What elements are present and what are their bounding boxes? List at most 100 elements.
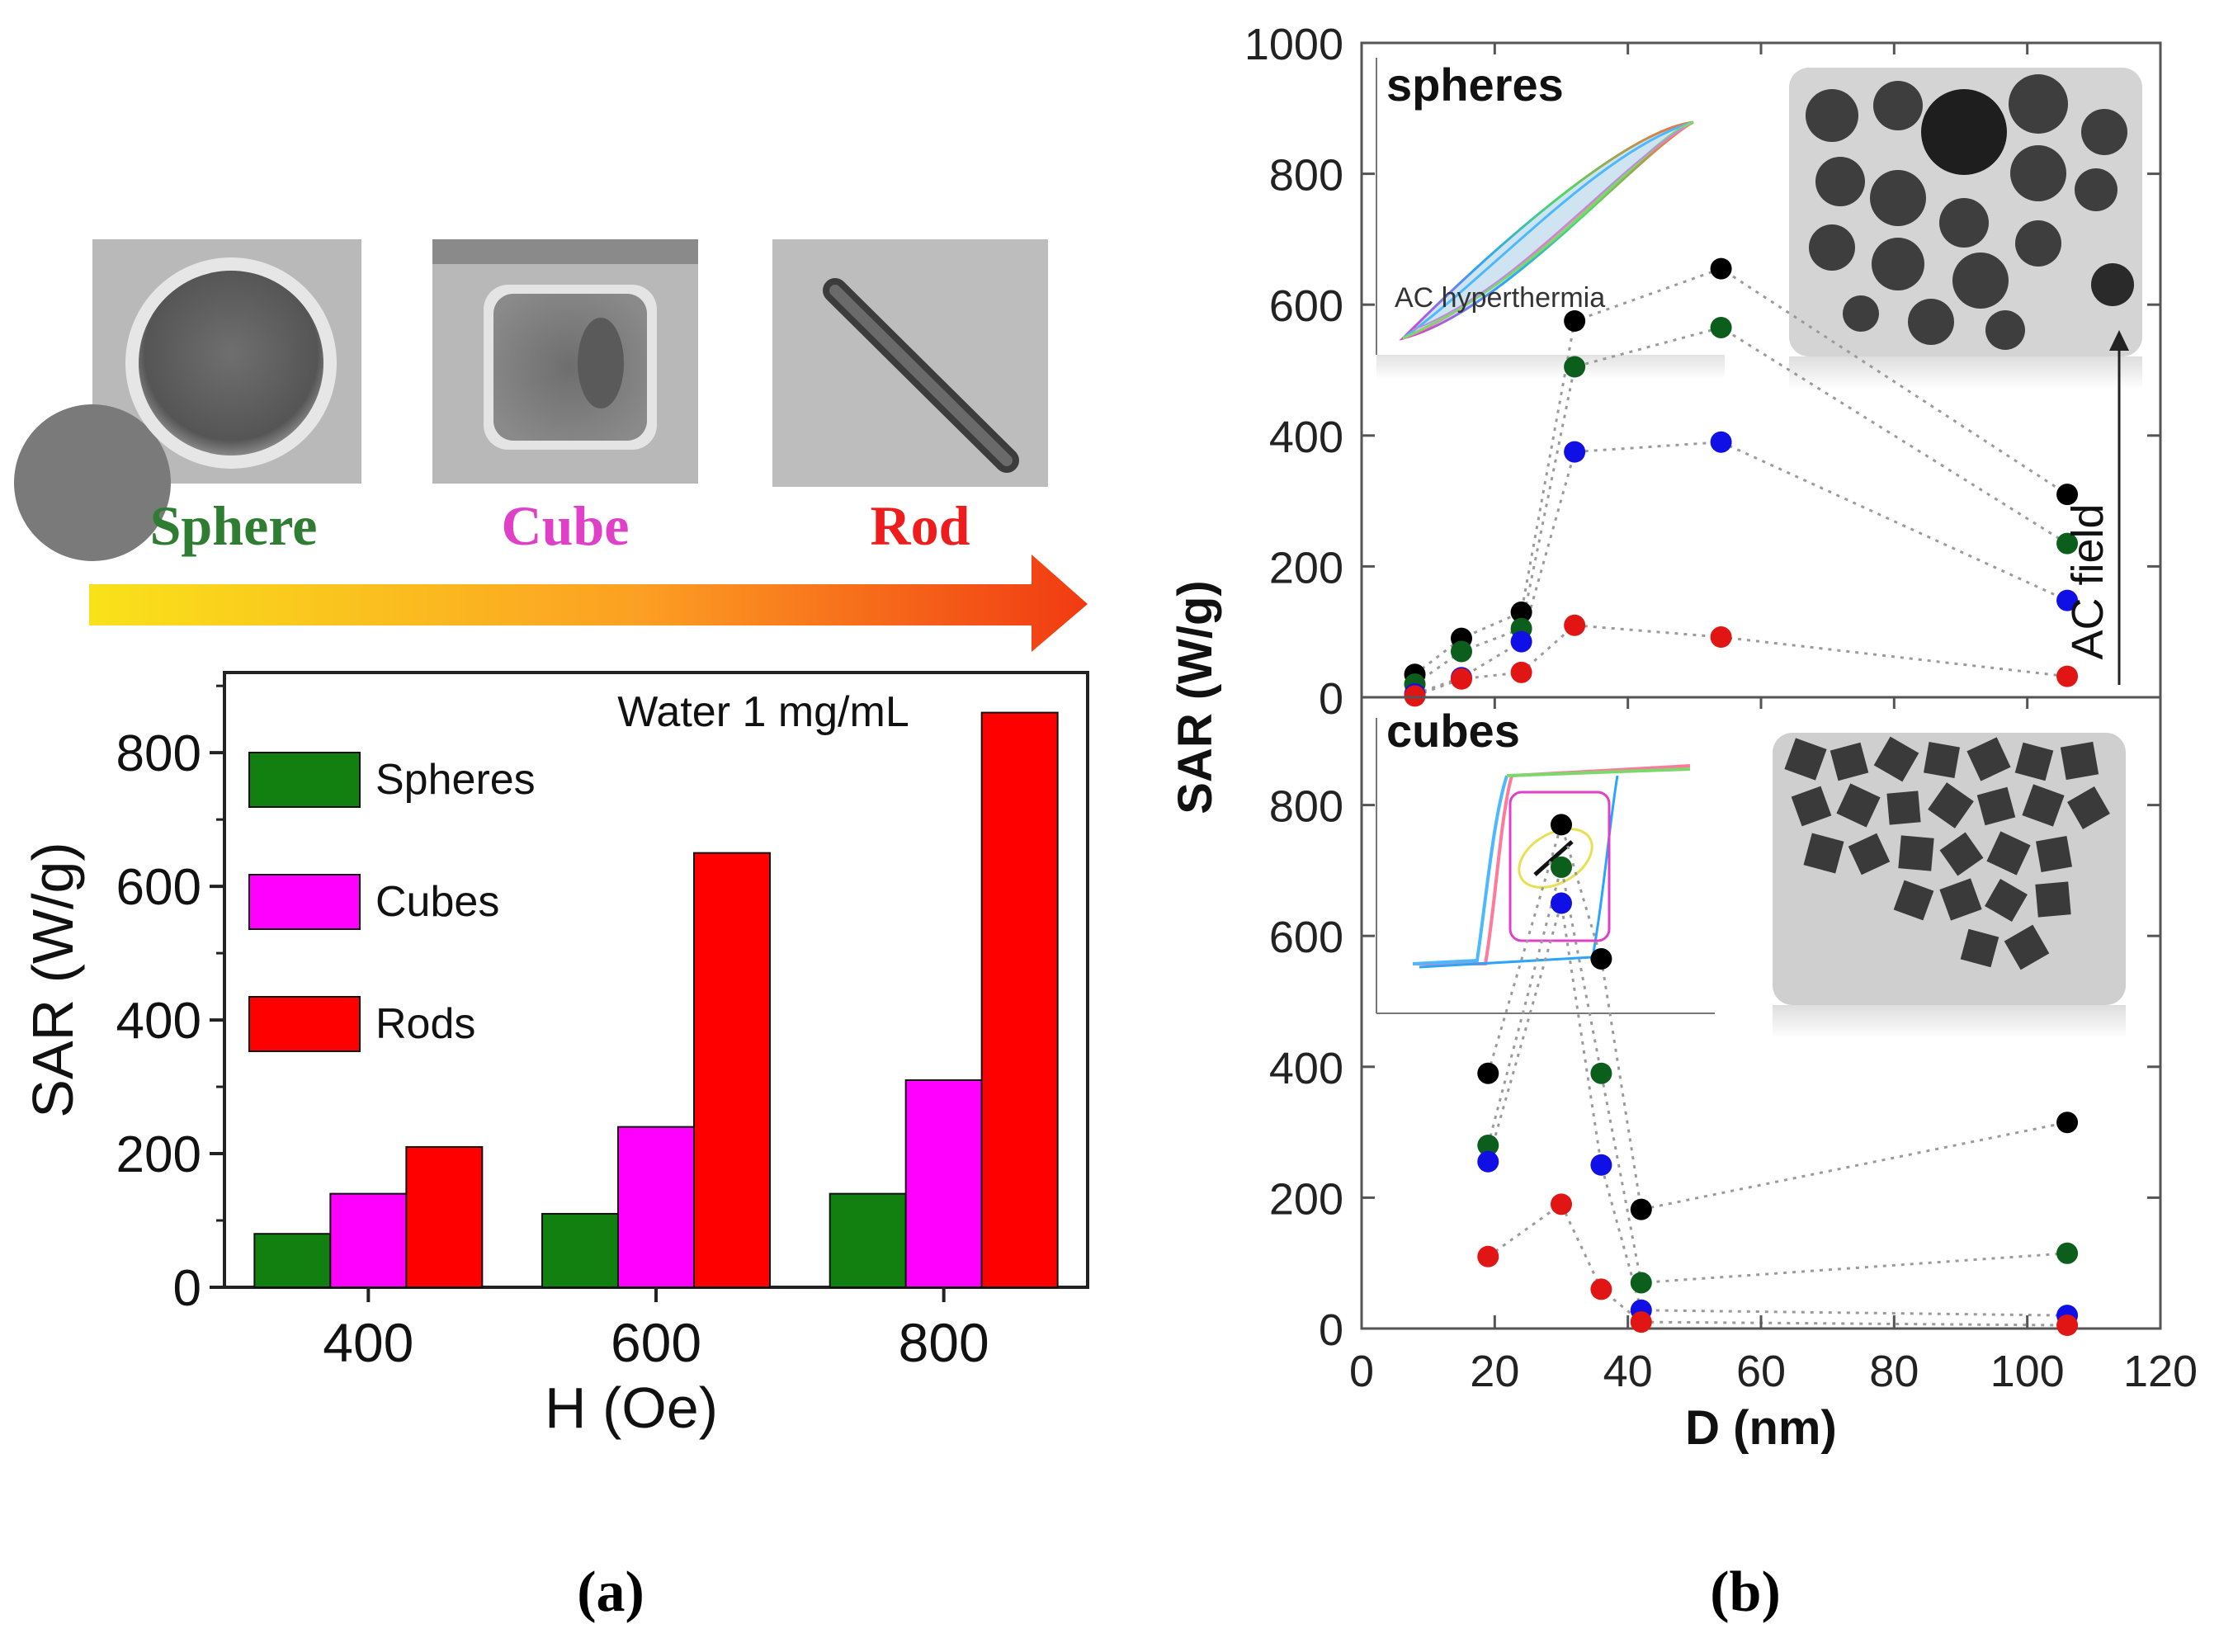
data-point-spheres xyxy=(1451,668,1472,690)
data-point-spheres xyxy=(1451,640,1472,663)
data-point-cubes xyxy=(1590,947,1612,970)
tem-sphere-image xyxy=(14,239,361,561)
y-tick-label: 400 xyxy=(1269,413,1343,462)
tem-rod-image xyxy=(772,239,1048,487)
bar-y-axis-title: SAR (W/g) xyxy=(21,842,85,1117)
data-point-cubes xyxy=(1551,892,1572,914)
x-tick-label: 40 xyxy=(1603,1347,1653,1396)
sar-bar-chart: 400 600 800 0 200 400 600 800 SAR (W/g) H (Oe) Wat… xyxy=(21,671,1089,1440)
series-connector xyxy=(1486,903,2068,1317)
bar-rods-600 xyxy=(693,852,771,1289)
ac-field-label: AC field xyxy=(2063,503,2113,659)
scatter-x-axis-title: D (nm) xyxy=(1685,1401,1837,1455)
data-point-cubes xyxy=(1630,1311,1652,1333)
legend-label-rods: Rods xyxy=(375,1000,475,1048)
series-connector xyxy=(1486,820,2068,1211)
tem-cube-image xyxy=(432,239,698,484)
cube-label: Cube xyxy=(502,494,630,557)
data-point-spheres xyxy=(1564,356,1586,378)
data-point-cubes xyxy=(2056,1315,2079,1337)
data-point-spheres xyxy=(2056,665,2079,687)
legend-swatch-cubes xyxy=(248,874,361,930)
x-tick-label: 80 xyxy=(1869,1347,1919,1396)
y-tick-label: 200 xyxy=(1269,1174,1343,1224)
y-tick-label: 0 xyxy=(1319,1305,1343,1355)
y-tick-label: 800 xyxy=(116,725,201,782)
y-tick-label: 400 xyxy=(1269,1044,1343,1093)
data-point-spheres xyxy=(1710,431,1732,453)
y-tick-label: 600 xyxy=(116,859,201,916)
data-point-cubes xyxy=(2056,1112,2079,1134)
data-point-spheres xyxy=(1510,661,1532,683)
bar-x-axis-title: H (Oe) xyxy=(545,1376,718,1440)
y-tick-label: 200 xyxy=(116,1126,201,1183)
data-point-spheres xyxy=(2056,484,2079,506)
bar-annotation: Water 1 mg/mL xyxy=(617,688,909,736)
series-connector xyxy=(1414,441,2068,696)
legend-swatch-rods xyxy=(248,996,361,1052)
y-tick-label: 600 xyxy=(1269,281,1343,331)
y-tick-label: 600 xyxy=(1269,913,1343,962)
rod-label: Rod xyxy=(871,494,970,557)
data-point-cubes xyxy=(1551,814,1572,836)
y-tick-label: 1000 xyxy=(1244,20,1343,69)
series-connector xyxy=(1486,866,2068,1285)
x-tick-label: 400 xyxy=(323,1312,413,1373)
data-point-spheres xyxy=(1710,257,1732,280)
bar-cubes-400 xyxy=(329,1192,408,1289)
spheres-tem-inset xyxy=(1789,68,2142,389)
bar-rods-800 xyxy=(980,711,1059,1288)
bar-spheres-600 xyxy=(541,1212,619,1289)
bar-rods-400 xyxy=(405,1145,484,1289)
x-tick-label: 120 xyxy=(2123,1347,2198,1396)
x-tick-label: 100 xyxy=(1990,1347,2065,1396)
data-point-cubes xyxy=(1551,856,1572,878)
subplot-label-spheres: spheres xyxy=(1386,59,1564,111)
panel-label-b: (b) xyxy=(1710,1560,1781,1624)
shape-gradient-arrow xyxy=(89,555,1088,652)
cubes-hysteresis-inset xyxy=(1376,718,1715,1014)
data-point-cubes xyxy=(1477,1150,1499,1173)
data-point-spheres xyxy=(1564,614,1586,636)
series-connector xyxy=(1414,267,2068,676)
x-tick-label: 600 xyxy=(611,1312,701,1373)
data-point-cubes xyxy=(1477,1134,1499,1156)
data-point-cubes xyxy=(1551,1193,1572,1215)
data-point-spheres xyxy=(1710,316,1732,338)
legend-label-spheres: Spheres xyxy=(375,756,536,804)
bar-spheres-800 xyxy=(829,1192,907,1289)
data-point-spheres xyxy=(2056,589,2079,611)
spheres-hysteresis-inset xyxy=(1376,58,1725,380)
legend-swatch-spheres xyxy=(248,752,361,808)
legend-label-cubes: Cubes xyxy=(375,878,499,926)
y-tick-label: 0 xyxy=(173,1260,201,1317)
bar-cubes-600 xyxy=(617,1126,695,1289)
bar-spheres-400 xyxy=(253,1233,332,1289)
data-point-spheres xyxy=(2056,532,2079,555)
data-point-spheres xyxy=(1404,685,1426,707)
x-tick-label: 60 xyxy=(1736,1347,1786,1396)
cubes-tem-inset xyxy=(1773,733,2126,1038)
data-point-spheres xyxy=(1564,441,1586,463)
data-point-spheres xyxy=(1510,630,1532,653)
scatter-y-axis-title: SAR (W/g) xyxy=(1169,580,1222,814)
ac-field-arrowhead xyxy=(2109,330,2129,351)
y-tick-label: 800 xyxy=(1269,151,1343,201)
data-point-spheres xyxy=(1510,601,1532,623)
x-tick-label: 800 xyxy=(899,1312,989,1373)
panel-label-a: (a) xyxy=(577,1560,644,1624)
data-point-spheres xyxy=(1710,626,1732,649)
data-point-cubes xyxy=(1590,1062,1612,1084)
y-tick-label: 400 xyxy=(116,993,201,1050)
y-tick-label: 0 xyxy=(1319,674,1343,724)
series-connector xyxy=(1487,1202,2068,1327)
data-point-cubes xyxy=(1590,1278,1612,1300)
data-point-cubes xyxy=(1477,1245,1499,1267)
data-point-cubes xyxy=(1590,1154,1612,1176)
subplot-label-cubes: cubes xyxy=(1386,705,1520,757)
data-point-cubes xyxy=(1630,1198,1652,1220)
series-connector xyxy=(1414,624,2068,697)
